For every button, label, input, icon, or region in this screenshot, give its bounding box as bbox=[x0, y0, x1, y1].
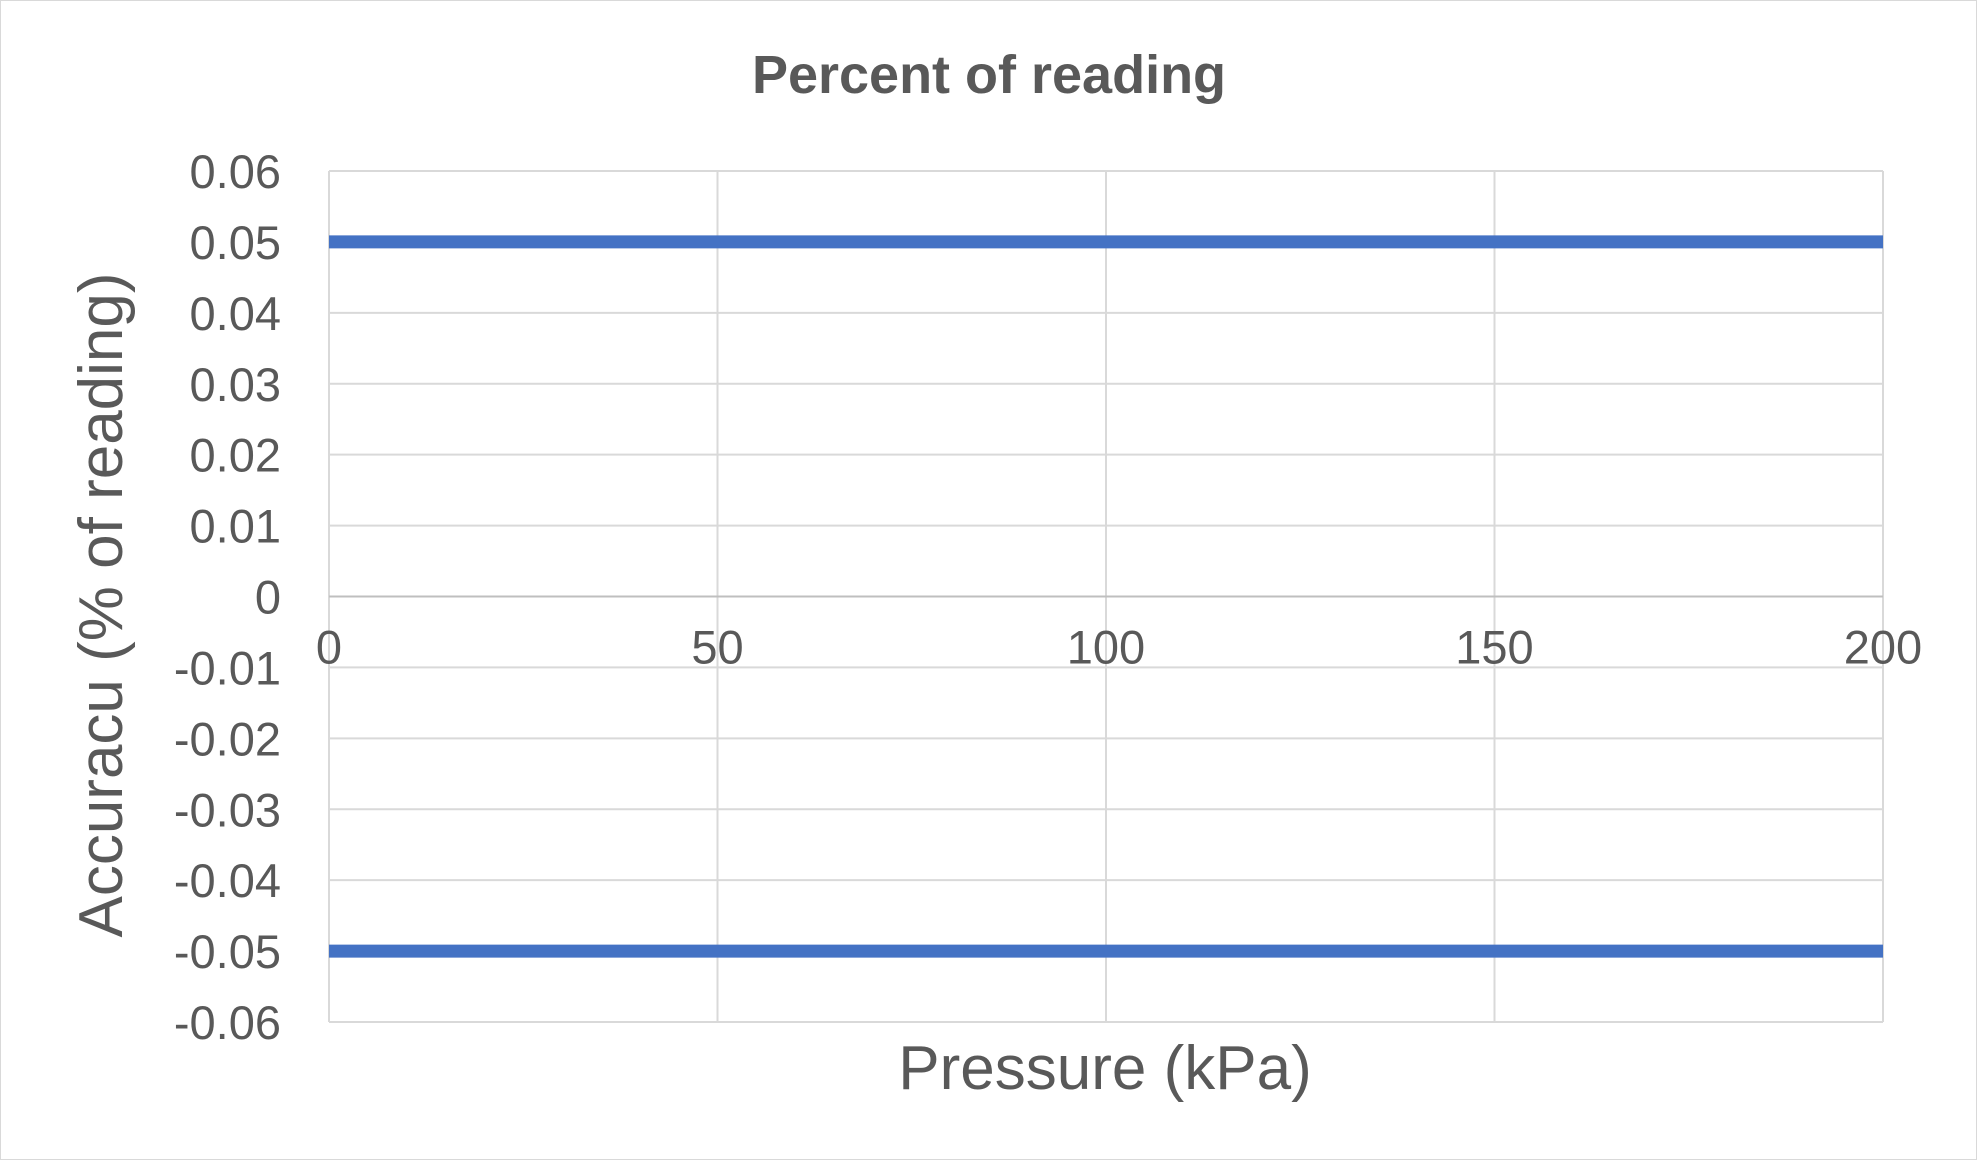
y-tick-label-6: 0 bbox=[255, 571, 281, 624]
x-tick-label-1: 50 bbox=[691, 621, 743, 674]
y-tick-label-7: -0.01 bbox=[174, 641, 281, 694]
x-tick-label-3: 150 bbox=[1455, 621, 1533, 674]
x-tick-label-4: 200 bbox=[1844, 621, 1922, 674]
chart-title: Percent of reading bbox=[752, 45, 1226, 105]
y-tick-label-0: 0.06 bbox=[190, 145, 281, 198]
y-tick-label-9: -0.03 bbox=[174, 783, 281, 836]
y-tick-label-3: 0.03 bbox=[190, 358, 281, 411]
y-tick-label-1: 0.05 bbox=[190, 216, 281, 269]
y-axis-title: Accuracu (% of reading) bbox=[67, 272, 136, 937]
x-tick-labels: 0 50 100 150 200 bbox=[316, 621, 1922, 674]
series-group bbox=[329, 235, 1883, 958]
x-tick-label-2: 100 bbox=[1067, 621, 1145, 674]
y-tick-label-10: -0.04 bbox=[174, 854, 281, 907]
y-tick-label-11: -0.05 bbox=[174, 925, 281, 978]
x-axis-title: Pressure (kPa) bbox=[898, 1034, 1311, 1103]
y-tick-label-12: -0.06 bbox=[174, 996, 281, 1049]
y-tick-label-4: 0.02 bbox=[190, 429, 281, 482]
y-tick-labels: 0.06 0.05 0.04 0.03 0.02 0.01 0 -0.01 -0.02 -0.03… bbox=[174, 145, 281, 1049]
y-tick-label-8: -0.02 bbox=[174, 712, 281, 765]
y-tick-label-5: 0.01 bbox=[190, 500, 281, 553]
y-tick-label-2: 0.04 bbox=[190, 287, 281, 340]
x-tick-label-0: 0 bbox=[316, 621, 342, 674]
